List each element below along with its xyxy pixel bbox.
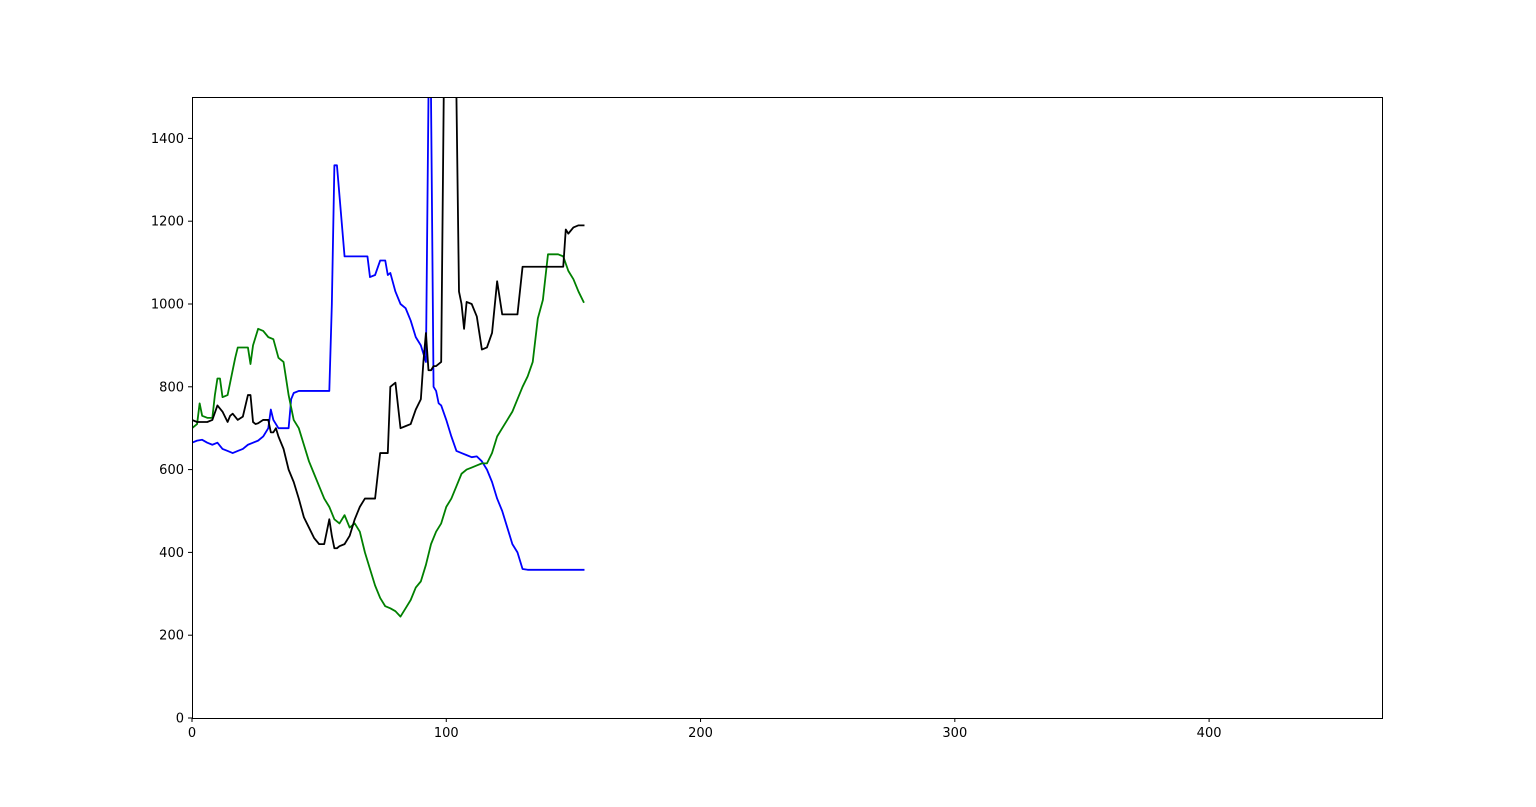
x-tick-label: 200: [688, 726, 713, 741]
series-layer: [192, 97, 585, 618]
y-tick-label: 200: [159, 629, 184, 644]
x-tick-label: 100: [434, 726, 459, 741]
series-line-2: [192, 253, 585, 618]
y-tick-label: 800: [159, 380, 184, 395]
y-tick-label: 1200: [151, 215, 184, 230]
series-line-3: [192, 97, 585, 550]
x-tick-label: 0: [188, 726, 196, 741]
y-tick-label: 400: [159, 546, 184, 561]
y-tick-label: 1400: [151, 132, 184, 147]
y-tick-label: 1000: [151, 298, 184, 313]
x-axis: 0 100 200 300 400: [188, 718, 1222, 741]
y-tick-label: 600: [159, 463, 184, 478]
plot-frame: [192, 97, 1383, 719]
x-tick-label: 300: [942, 726, 967, 741]
x-tick-label: 400: [1197, 726, 1222, 741]
series-line-1: [192, 97, 585, 571]
y-axis: 0 200 400 600 800 1000 1200 1400: [151, 132, 192, 727]
y-tick-label: 0: [176, 712, 184, 727]
